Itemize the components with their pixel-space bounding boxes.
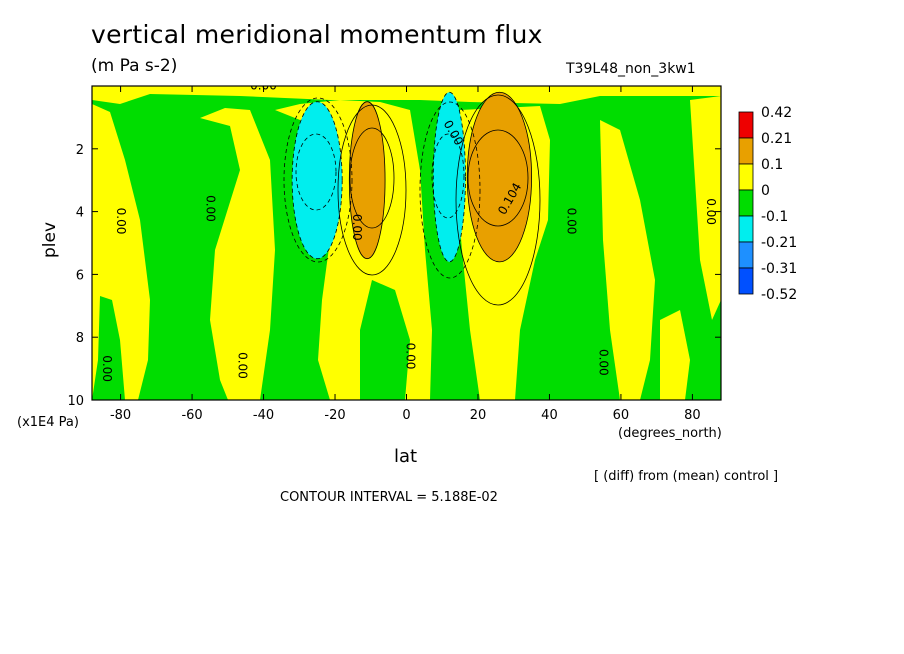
yellow-region-central <box>275 100 432 400</box>
contour-label: 0.00 <box>203 195 217 222</box>
contour-line <box>431 133 465 219</box>
yellow-region-bottom-east <box>660 310 690 400</box>
chart-title: vertical meridional momentum flux <box>91 20 543 49</box>
contour-label: 0.00 <box>704 198 718 225</box>
yellow-region-far-south <box>92 104 150 400</box>
legend-swatch <box>738 189 754 217</box>
feature-orange <box>348 101 386 260</box>
contour-label: 0.00 <box>404 343 418 370</box>
contour-label: 0.00 <box>114 208 128 235</box>
contour-line <box>419 101 481 279</box>
contour-line <box>283 97 353 263</box>
x-axis-unit: (degrees_north) <box>618 426 722 441</box>
feature-cyan <box>291 101 343 260</box>
x-tick-label: 40 <box>541 408 558 423</box>
x-tick-label: -20 <box>324 408 345 423</box>
diff-note: [ (diff) from (mean) control ] <box>594 469 779 484</box>
legend-swatch <box>738 241 754 269</box>
x-tick-label: 0 <box>402 408 410 423</box>
contour-field: 0.00 0.000.00 0.00 0.000.00 0.00 0.00 0.000.00… <box>92 86 721 400</box>
yellow-region-nh-subtropics <box>600 120 655 400</box>
legend-label: -0.52 <box>761 287 797 303</box>
legend-label: 0.21 <box>761 131 792 147</box>
y-tick-label: 8 <box>76 331 84 346</box>
legend-swatch <box>738 267 754 295</box>
legend-swatch <box>738 215 754 243</box>
contour-label: 0.00 <box>597 349 611 376</box>
x-tick-label: -40 <box>253 408 274 423</box>
y-tick-label: 4 <box>76 206 84 221</box>
yellow-region-far-north <box>690 96 721 320</box>
contour-label: 0.00 <box>564 208 578 235</box>
contour-line <box>455 94 541 306</box>
legend-label: -0.31 <box>761 261 797 277</box>
y-axis-unit: (x1E4 Pa) <box>17 415 79 430</box>
x-axis-label: lat <box>394 446 418 467</box>
legend-swatch <box>738 163 754 191</box>
legend-label: 0 <box>761 183 770 199</box>
contour-interval-note: CONTOUR INTERVAL = 5.188E-02 <box>280 490 498 505</box>
color-legend: 0.42 0.21 0.1 0 -0.1 -0.21 -0.31 -0.52 <box>738 105 797 303</box>
x-tick-label: 60 <box>613 408 630 423</box>
legend-swatch <box>738 137 754 165</box>
legend-label: 0.1 <box>761 157 783 173</box>
feature-orange <box>466 91 532 263</box>
y-tick-label: 2 <box>76 143 84 158</box>
contour-line <box>467 129 529 227</box>
legend-label: -0.21 <box>761 235 797 251</box>
contour-label: 0.00 <box>236 352 250 379</box>
y-tick-label: 10 <box>67 394 84 409</box>
chart-subtitle: (m Pa s-2) <box>91 56 178 76</box>
run-label: T39L48_non_3kw1 <box>566 61 696 77</box>
x-tick-label: 20 <box>470 408 487 423</box>
yellow-region-south <box>200 108 275 400</box>
contour-line <box>349 127 395 229</box>
y-tick-label: 6 <box>76 268 84 283</box>
x-tick-label: 80 <box>684 408 701 423</box>
feature-cyan <box>432 91 466 263</box>
x-tick-label: -80 <box>110 408 131 423</box>
contour-label: 0.00 <box>100 355 114 382</box>
yellow-region-top <box>92 86 721 104</box>
legend-label: -0.1 <box>761 209 788 225</box>
legend-swatch <box>738 111 754 139</box>
legend-label: 0.42 <box>761 105 792 121</box>
contour-line <box>295 133 337 211</box>
contour-line <box>337 104 407 276</box>
x-tick-label: -60 <box>181 408 202 423</box>
contour-label: 0.00 <box>350 214 364 241</box>
